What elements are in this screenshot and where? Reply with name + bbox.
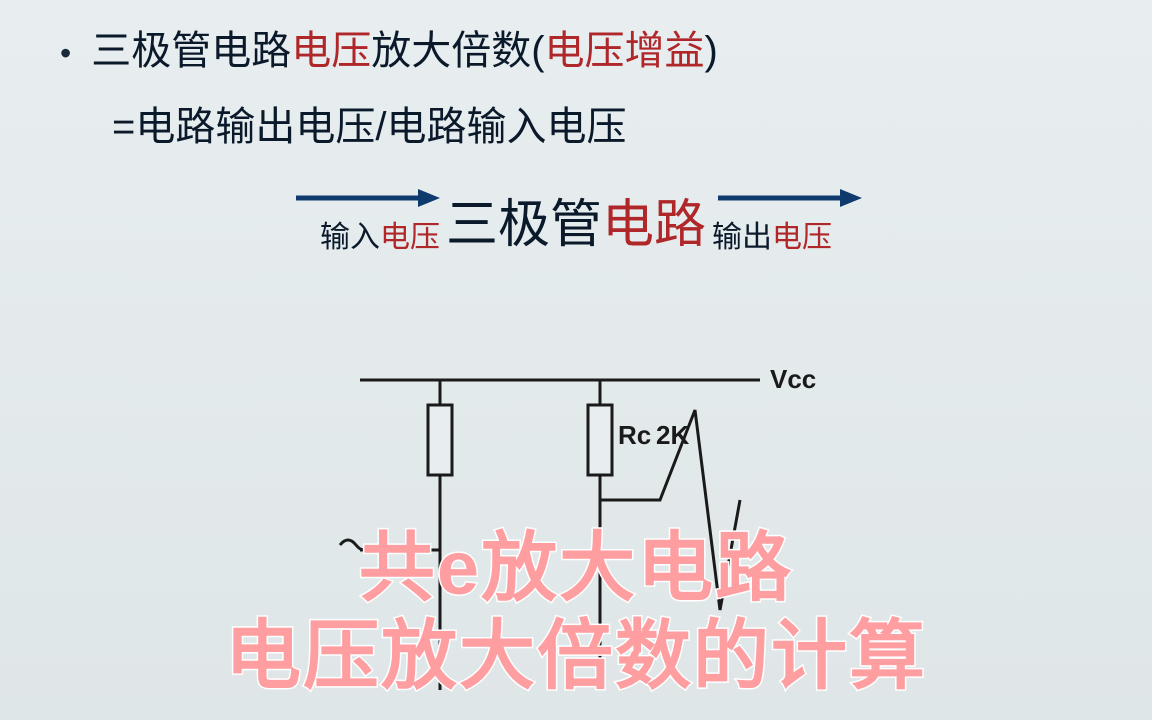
video-overlay-title: 共e放大电路 电压放大倍数的计算	[0, 525, 1152, 700]
bullet-line-1: • 三极管电路电压放大倍数(电压增益)	[60, 18, 1092, 76]
text-segment: 输入	[320, 221, 380, 254]
text-segment: 输出	[712, 221, 772, 254]
text-segment: )	[705, 29, 718, 73]
highlight-voltage: 电压	[772, 221, 832, 254]
definition-line-1: 三极管电路电压放大倍数(电压增益)	[91, 18, 718, 76]
highlight-voltage: 电压	[291, 29, 371, 73]
definition-line-2: =电路输出电压/电路输入电压	[112, 94, 1092, 152]
signal-flow-row: 输入电压 三极管电路 输出电压	[60, 182, 1092, 257]
text-segment: 三极管电路	[91, 29, 291, 73]
highlight-circuit: 电路	[602, 196, 706, 254]
overlay-line-2: 电压放大倍数的计算	[0, 613, 1152, 700]
text-segment: 放大倍数(	[371, 29, 544, 73]
input-voltage-label: 输入电压	[320, 212, 440, 256]
arrow-in-icon	[290, 184, 440, 212]
bullet-dot: •	[60, 35, 71, 72]
overlay-line-1: 共e放大电路	[0, 525, 1152, 612]
vcc-label: Vcc	[770, 364, 816, 395]
text-segment: 三极管	[446, 196, 602, 254]
highlight-gain: 电压增益	[545, 29, 705, 73]
transistor-circuit-label: 三极管电路	[446, 182, 706, 257]
highlight-voltage: 电压	[380, 221, 440, 254]
rc-value: 2K	[656, 420, 689, 451]
rc-label: Rc	[618, 420, 651, 451]
output-voltage-label: 输出电压	[712, 212, 832, 256]
arrow-out-icon	[712, 184, 862, 212]
